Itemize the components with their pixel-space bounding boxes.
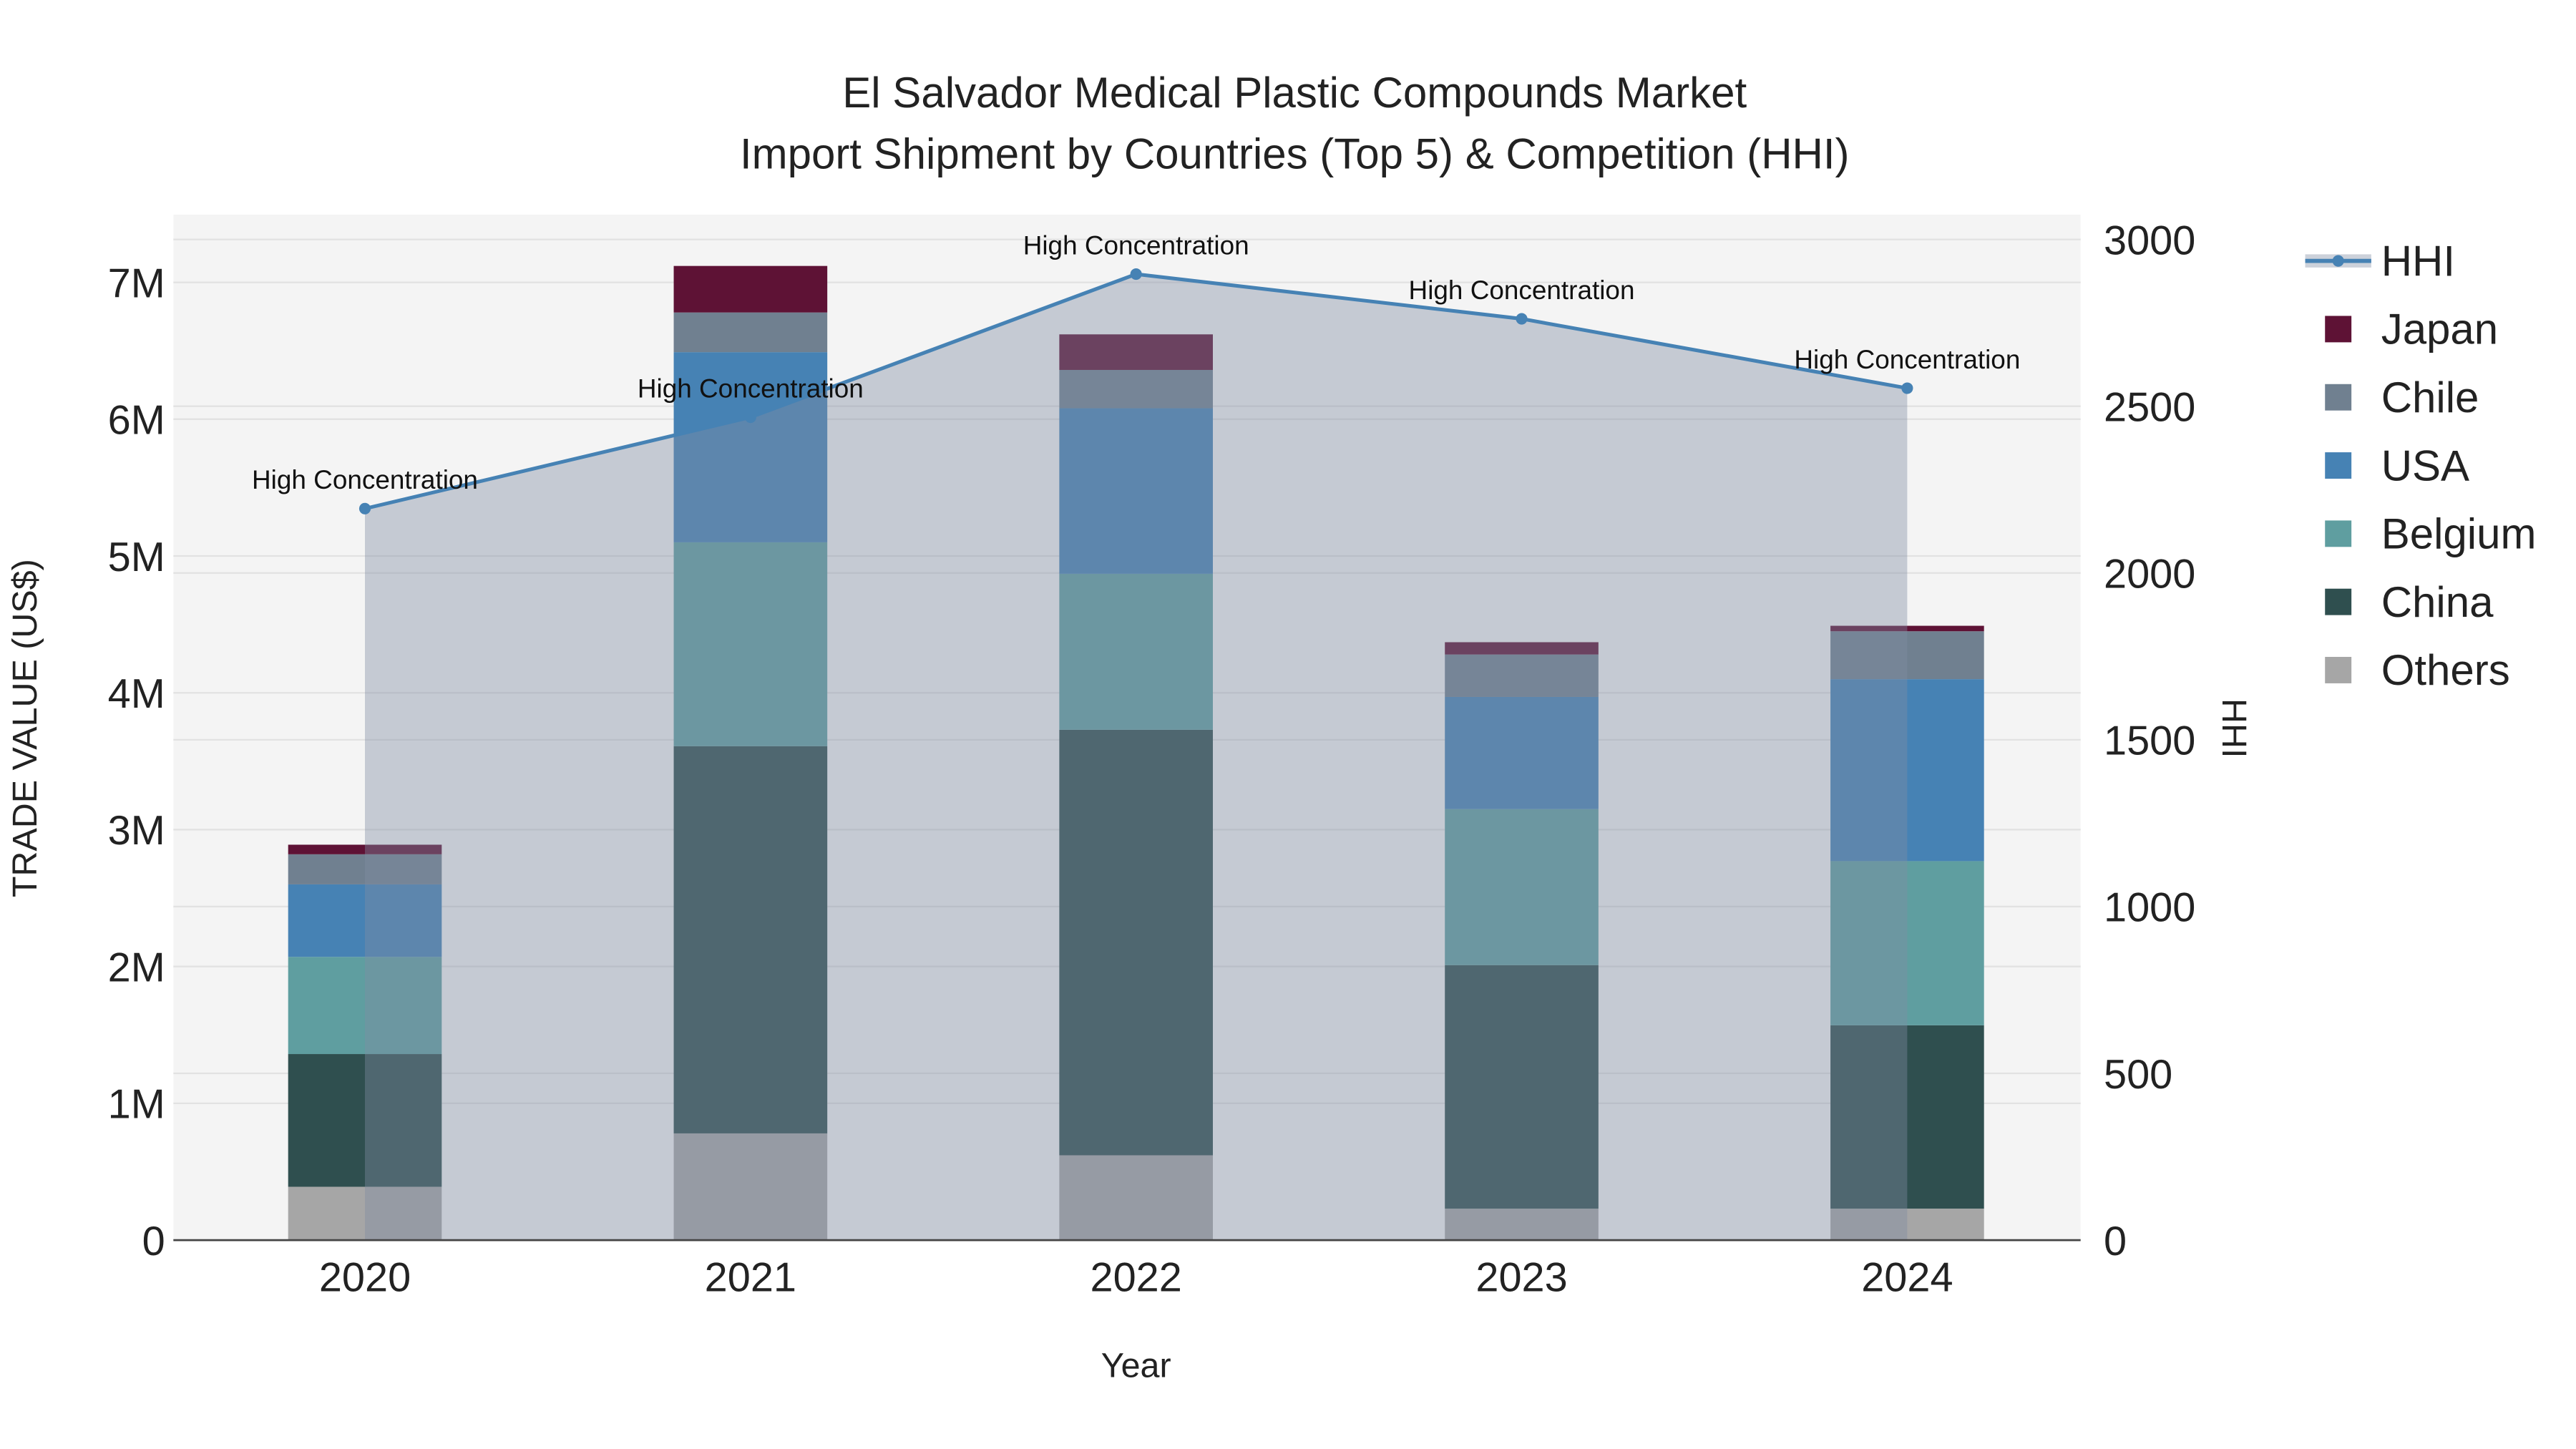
bar-usa-2024 [1830,679,1984,862]
bar-japan-2021 [673,265,828,313]
legend-label: Japan [2381,306,2498,353]
y2-tick-label: 2000 [2104,552,2195,597]
hhi-annotation: High Concentration [1409,275,1635,305]
y2-axis-label: HHI [2215,698,2253,758]
hhi-annotation: High Concentration [252,465,478,494]
chart-subtitle: Import Shipment by Countries (Top 5) & C… [740,130,1850,177]
bar-chile-2021 [673,312,828,353]
legend-swatch [2325,520,2352,547]
x-tick-label: 2020 [319,1255,411,1301]
bar-usa-2020 [288,884,442,957]
legend-item-others[interactable]: Others [2325,646,2510,694]
bar-belgium-2024 [1830,861,1984,1025]
y-tick-label: 5M [108,535,165,580]
hhi-annotation: High Concentration [1794,345,2020,374]
legend-swatch [2332,255,2344,267]
legend-item-belgium[interactable]: Belgium [2325,510,2536,558]
bar-belgium-2022 [1059,573,1213,730]
y-tick-label: 3M [108,808,165,854]
legend-item-china[interactable]: China [2325,578,2494,626]
bar-chile-2024 [1830,631,1984,680]
x-tick-label: 2022 [1091,1255,1182,1301]
legend-swatch [2325,384,2352,411]
bar-china-2021 [673,746,828,1133]
x-tick-label: 2024 [1861,1255,1953,1301]
y-tick-label: 1M [108,1082,165,1128]
legend-label: HHI [2381,237,2455,285]
bar-usa-2022 [1059,408,1213,574]
legend-item-chile[interactable]: Chile [2325,374,2479,421]
legend-label: Others [2381,646,2510,694]
bar-japan-2023 [1445,642,1599,655]
legend-label: Belgium [2381,510,2537,558]
hhi-annotation: High Concentration [638,374,864,403]
chart-title: El Salvador Medical Plastic Compounds Ma… [842,69,1747,117]
y-tick-label: 6M [108,398,165,444]
bar-belgium-2020 [288,957,442,1055]
bar-chile-2022 [1059,369,1213,409]
y2-tick-label: 1000 [2104,885,2195,931]
legend-label: China [2381,578,2494,626]
bar-japan-2024 [1830,625,1984,632]
bar-belgium-2021 [673,542,828,746]
y-tick-label: 4M [108,671,165,717]
hhi-area [365,274,1908,1241]
bar-chile-2023 [1445,654,1599,697]
bar-china-2020 [288,1054,442,1187]
y-tick-label: 2M [108,945,165,990]
x-tick-label: 2023 [1475,1255,1567,1301]
y2-tick-label: 2500 [2104,384,2195,430]
bar-others-2021 [673,1133,828,1241]
legend-item-usa[interactable]: USA [2325,441,2469,489]
hhi-point-2023 [1516,313,1528,325]
hhi-point-2024 [1901,382,1913,394]
x-tick-label: 2021 [705,1255,796,1301]
hhi-point-2021 [744,411,756,424]
bar-belgium-2023 [1445,809,1599,965]
x-axis-label: Year [1101,1347,1171,1385]
y2-tick-label: 0 [2104,1219,2127,1264]
y-tick-label: 0 [142,1219,165,1264]
bar-others-2022 [1059,1155,1213,1241]
legend-swatch [2325,657,2352,683]
legend: HHI Japan Chile USA Belgium China Others [2305,237,2536,694]
bar-usa-2023 [1445,696,1599,809]
legend-swatch [2325,452,2352,479]
bar-others-2023 [1445,1209,1599,1241]
bar-others-2024 [1830,1209,1984,1241]
bar-china-2022 [1059,729,1213,1156]
bar-others-2020 [288,1186,442,1241]
legend-swatch [2325,316,2352,343]
legend-swatch [2325,588,2352,615]
legend-label: USA [2381,441,2469,489]
bar-japan-2020 [288,844,442,854]
y2-tick-label: 3000 [2104,218,2195,263]
bar-china-2023 [1445,965,1599,1209]
y2-tick-label: 500 [2104,1052,2172,1098]
legend-item-hhi[interactable]: HHI [2305,237,2455,285]
y-tick-label: 7M [108,260,165,306]
hhi-annotation: High Concentration [1023,230,1249,260]
bar-usa-2021 [673,352,828,542]
legend-label: Chile [2381,374,2479,421]
legend-item-japan[interactable]: Japan [2325,306,2498,353]
hhi-point-2020 [358,502,371,514]
bar-japan-2022 [1059,334,1213,370]
bar-chile-2020 [288,854,442,884]
y-axis-label: TRADE VALUE (US$) [6,559,44,897]
hhi-point-2022 [1130,268,1142,280]
y2-tick-label: 1500 [2104,718,2195,764]
bar-china-2024 [1830,1025,1984,1209]
